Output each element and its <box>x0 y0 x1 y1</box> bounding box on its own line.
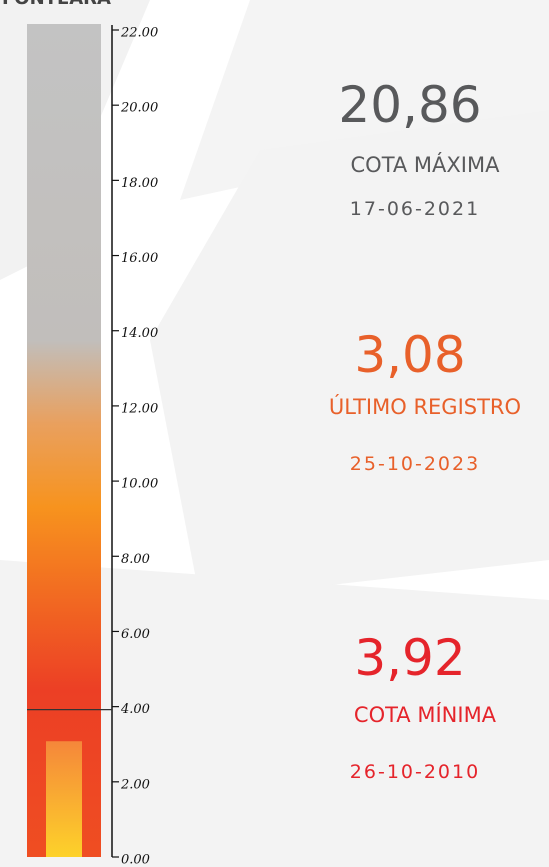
value-label: 3,92 <box>354 629 465 687</box>
y-tick-label: 22.00 <box>120 26 158 41</box>
y-tick-label: 2.00 <box>120 777 150 792</box>
category-label: ÚLTIMO REGISTRO <box>329 394 521 419</box>
y-tick-label: 18.00 <box>121 176 158 191</box>
value-label: 3,08 <box>354 326 465 384</box>
y-tick-label: 20.00 <box>120 101 158 116</box>
y-tick-label: 6.00 <box>121 627 150 642</box>
last-record-bar <box>46 741 82 857</box>
y-tick-label: 4.00 <box>120 702 150 717</box>
y-tick-label: 16.00 <box>121 251 158 266</box>
date-label: 25-10-2023 <box>350 453 480 475</box>
value-label: 20,86 <box>338 76 481 134</box>
y-tick-label: 12.00 <box>121 401 158 416</box>
bg-shape <box>150 110 549 600</box>
y-tick-label: 0.00 <box>121 853 150 867</box>
date-label: 26-10-2010 <box>350 761 480 783</box>
y-tick-label: 10.00 <box>121 477 158 492</box>
category-label: COTA MÁXIMA <box>351 152 501 177</box>
title: FONTEARA <box>2 0 111 9</box>
date-label: 17-06-2021 <box>350 198 480 220</box>
gauge-column <box>27 24 101 857</box>
bg-shape <box>0 560 549 867</box>
y-tick-label: 14.00 <box>121 326 158 341</box>
category-label: COTA MÍNIMA <box>354 702 497 727</box>
y-tick-label: 8.00 <box>121 552 150 567</box>
